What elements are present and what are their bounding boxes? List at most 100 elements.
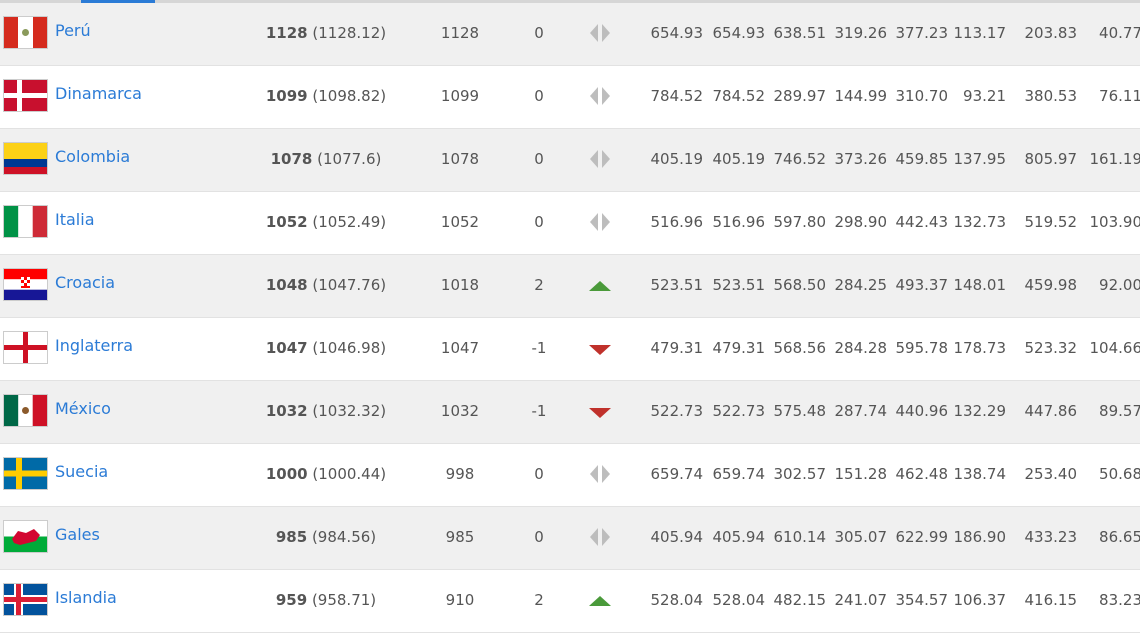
total-points: 1078 (1077.6) bbox=[236, 150, 416, 168]
stat-value: 132.29 bbox=[953, 402, 1007, 420]
points-rounded: 1000 bbox=[265, 465, 308, 483]
country-link[interactable]: Italia bbox=[55, 210, 95, 229]
denmark-flag bbox=[4, 80, 47, 111]
previous-points: 1052 bbox=[440, 213, 480, 231]
stat-value: 50.68 bbox=[1099, 465, 1140, 483]
stat-value: 433.23 bbox=[1024, 528, 1078, 546]
stat-value: 253.40 bbox=[1024, 465, 1078, 483]
stat-value: 405.19 bbox=[650, 150, 704, 168]
points-exact: (1077.6) bbox=[317, 150, 382, 168]
stat-value: 305.07 bbox=[834, 528, 888, 546]
previous-points: 1047 bbox=[440, 339, 480, 357]
active-tab-indicator[interactable] bbox=[81, 0, 155, 3]
stat-value: 659.74 bbox=[712, 465, 766, 483]
points-rounded: 1099 bbox=[265, 87, 308, 105]
previous-points: 1099 bbox=[440, 87, 480, 105]
total-points: 1047 (1046.98) bbox=[236, 339, 416, 357]
stat-value: 161.19 bbox=[1089, 150, 1140, 168]
country-link[interactable]: Colombia bbox=[55, 147, 131, 166]
stat-value: 298.90 bbox=[834, 213, 888, 231]
previous-points: 998 bbox=[445, 465, 475, 483]
previous-points: 910 bbox=[445, 591, 475, 609]
stat-value: 137.95 bbox=[953, 150, 1007, 168]
country-link[interactable]: Suecia bbox=[55, 462, 109, 481]
stat-value: 380.53 bbox=[1024, 87, 1078, 105]
rank-change: 0 bbox=[534, 465, 544, 483]
points-exact: (1000.44) bbox=[312, 465, 387, 483]
country-link[interactable]: Perú bbox=[55, 21, 91, 40]
rank-down-icon bbox=[589, 408, 611, 418]
stat-value: 522.73 bbox=[712, 402, 766, 420]
points-rounded: 1128 bbox=[265, 24, 308, 42]
rank-change: 0 bbox=[534, 87, 544, 105]
stat-value: 354.57 bbox=[895, 591, 949, 609]
points-rounded: 985 bbox=[275, 528, 308, 546]
stat-value: 575.48 bbox=[773, 402, 827, 420]
previous-points: 1018 bbox=[440, 276, 480, 294]
stat-value: 493.37 bbox=[895, 276, 949, 294]
stat-value: 746.52 bbox=[773, 150, 827, 168]
peru-flag bbox=[4, 17, 47, 48]
points-rounded: 1048 bbox=[265, 276, 308, 294]
stat-value: 319.26 bbox=[834, 24, 888, 42]
stat-value: 516.96 bbox=[712, 213, 766, 231]
stat-value: 659.74 bbox=[650, 465, 704, 483]
table-row: Gales 985 (984.56) 985 0 405.94 405.94 610.14 3… bbox=[0, 507, 1140, 570]
sweden-flag bbox=[4, 458, 47, 489]
rank-change: 2 bbox=[534, 591, 544, 609]
total-points: 1032 (1032.32) bbox=[236, 402, 416, 420]
table-row: Colombia 1078 (1077.6) 1078 0 405.19 405.19 74… bbox=[0, 129, 1140, 192]
total-points: 959 (958.71) bbox=[236, 591, 416, 609]
points-exact: (1128.12) bbox=[312, 24, 387, 42]
stat-value: 377.23 bbox=[895, 24, 949, 42]
total-points: 985 (984.56) bbox=[236, 528, 416, 546]
stat-value: 523.32 bbox=[1024, 339, 1078, 357]
rank-change: 0 bbox=[534, 24, 544, 42]
points-exact: (984.56) bbox=[311, 528, 377, 546]
trend-indicator bbox=[585, 590, 615, 610]
total-points: 1000 (1000.44) bbox=[236, 465, 416, 483]
stat-value: 522.73 bbox=[650, 402, 704, 420]
stat-value: 405.19 bbox=[712, 150, 766, 168]
points-rounded: 1032 bbox=[265, 402, 308, 420]
stat-value: 310.70 bbox=[895, 87, 949, 105]
stat-value: 186.90 bbox=[953, 528, 1007, 546]
rank-unchanged-icon bbox=[590, 150, 610, 168]
rank-up-icon bbox=[589, 281, 611, 291]
points-rounded: 1047 bbox=[265, 339, 308, 357]
country-link[interactable]: Gales bbox=[55, 525, 100, 544]
trend-indicator bbox=[585, 212, 615, 232]
trend-indicator bbox=[585, 338, 615, 358]
stat-value: 638.51 bbox=[773, 24, 827, 42]
country-link[interactable]: Islandia bbox=[55, 588, 117, 607]
country-link[interactable]: Inglaterra bbox=[55, 336, 134, 355]
stat-value: 103.90 bbox=[1089, 213, 1140, 231]
previous-points: 985 bbox=[445, 528, 475, 546]
stat-value: 595.78 bbox=[895, 339, 949, 357]
stat-value: 93.21 bbox=[963, 87, 1006, 105]
trend-indicator bbox=[585, 527, 615, 547]
stat-value: 597.80 bbox=[773, 213, 827, 231]
table-top-border bbox=[0, 0, 1140, 3]
stat-value: 132.73 bbox=[953, 213, 1007, 231]
stat-value: 459.85 bbox=[895, 150, 949, 168]
total-points: 1128 (1128.12) bbox=[236, 24, 416, 42]
colombia-flag bbox=[4, 143, 47, 174]
table-row: México 1032 (1032.32) 1032 -1 522.73 522.73 57… bbox=[0, 381, 1140, 444]
stat-value: 622.99 bbox=[895, 528, 949, 546]
stat-value: 519.52 bbox=[1024, 213, 1078, 231]
rank-unchanged-icon bbox=[590, 87, 610, 105]
stat-value: 528.04 bbox=[650, 591, 704, 609]
stat-value: 151.28 bbox=[834, 465, 888, 483]
stat-value: 784.52 bbox=[712, 87, 766, 105]
stat-value: 610.14 bbox=[773, 528, 827, 546]
stat-value: 523.51 bbox=[650, 276, 704, 294]
rank-unchanged-icon bbox=[590, 24, 610, 42]
stat-value: 447.86 bbox=[1024, 402, 1078, 420]
country-link[interactable]: México bbox=[55, 399, 111, 418]
country-link[interactable]: Croacia bbox=[55, 273, 116, 292]
stat-value: 568.50 bbox=[773, 276, 827, 294]
points-exact: (1047.76) bbox=[312, 276, 387, 294]
table-row: Islandia 959 (958.71) 910 2 528.04 528.04 482.… bbox=[0, 570, 1140, 633]
country-link[interactable]: Dinamarca bbox=[55, 84, 142, 103]
